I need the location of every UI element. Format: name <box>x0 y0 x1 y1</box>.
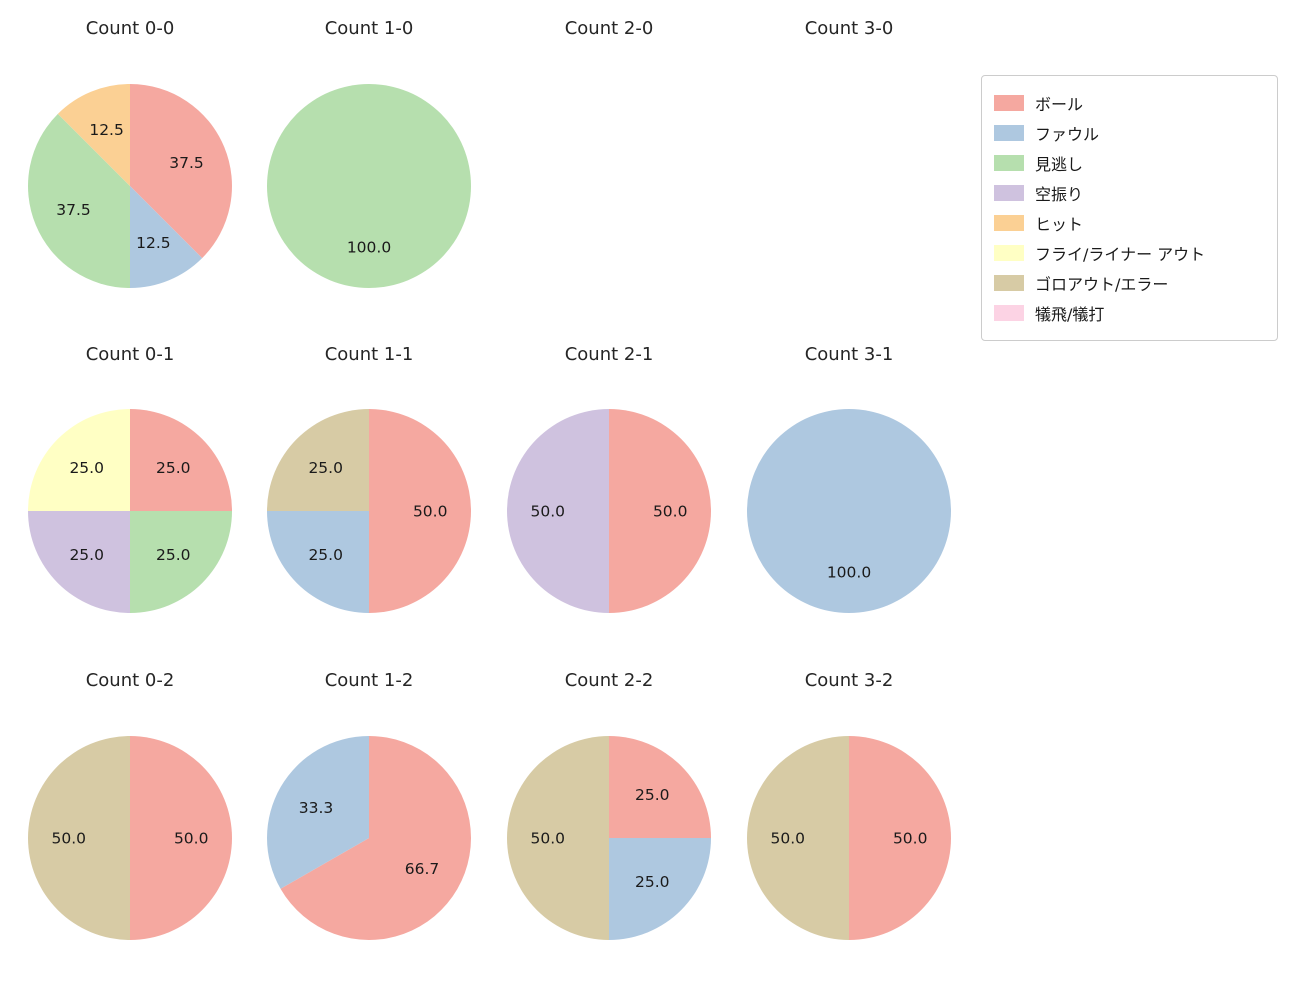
pie-slice-pct-label: 100.0 <box>827 564 871 582</box>
pie-slice-pct-label: 37.5 <box>56 201 91 219</box>
legend-label: 空振り <box>1035 185 1084 204</box>
legend-item: ゴロアウト/エラー <box>994 268 1262 298</box>
pie-slice-pct-label: 50.0 <box>771 830 806 848</box>
pie-slice <box>609 736 711 838</box>
pie-slice <box>28 511 130 613</box>
pie-count-1-2: 66.7 33.3 <box>267 736 472 940</box>
pie-count-3-1: 100.0 <box>747 409 951 613</box>
pie-slice <box>28 409 130 511</box>
pie-slice <box>130 511 232 613</box>
legend-item: 空振り <box>994 178 1262 208</box>
pie-count-3-2: 50.0 50.0 <box>747 736 951 940</box>
pie-slice <box>369 409 471 613</box>
chart-title: Count 2-2 <box>564 670 654 691</box>
legend-item: 見逃し <box>994 148 1262 178</box>
pie-slice <box>28 736 130 940</box>
pie-slice-pct-label: 25.0 <box>156 459 191 477</box>
legend-label: ファウル <box>1035 125 1100 144</box>
pie-slice-pct-label: 100.0 <box>347 239 391 257</box>
legend-swatch-icon <box>994 215 1024 231</box>
pie-slice <box>130 186 203 288</box>
chart-title: Count 1-1 <box>324 344 414 365</box>
legend-item: 犠飛/犠打 <box>994 298 1262 328</box>
chart-title: Count 3-0 <box>804 18 894 39</box>
pie-count-1-0: 100.0 <box>267 84 471 288</box>
legend: ボールファウル見逃し空振りヒットフライ/ライナー アウト ゴロアウト/エラー 犠飛/… <box>981 75 1278 341</box>
pie-slice <box>507 409 609 613</box>
pie-slice-pct-label: 25.0 <box>69 459 104 477</box>
legend-swatch-icon <box>994 185 1024 201</box>
pie-slice <box>267 84 471 288</box>
legend-label: 犠飛/犠打 <box>1035 305 1105 324</box>
pie-slice-pct-label: 33.3 <box>299 799 334 817</box>
pie-slice <box>609 409 711 613</box>
pie-slice <box>28 113 130 288</box>
pie-count-2-2: 25.0 25.0 50.0 <box>507 736 711 940</box>
pie-slice <box>130 409 232 511</box>
pie-slice <box>267 409 369 511</box>
pie-slice <box>130 84 232 259</box>
chart-title: Count 3-2 <box>804 670 894 691</box>
pie-slice <box>57 84 130 186</box>
pie-slice-pct-label: 50.0 <box>52 830 87 848</box>
chart-title: Count 0-0 <box>85 18 175 39</box>
legend-item: フライ/ライナー アウト <box>994 238 1262 268</box>
pie-slice-pct-label: 25.0 <box>635 873 670 891</box>
pie-count-1-1: 50.0 25.0 25.0 <box>267 409 471 613</box>
chart-title: Count 2-0 <box>564 18 654 39</box>
pie-slice-pct-label: 25.0 <box>308 459 343 477</box>
chart-title: Count 1-0 <box>324 18 414 39</box>
legend-item: ボール <box>994 88 1262 118</box>
pie-slice <box>747 736 849 940</box>
legend-label: 見逃し <box>1035 155 1084 174</box>
pie-slice-pct-label: 50.0 <box>893 830 928 848</box>
chart-title: Count 1-2 <box>324 670 414 691</box>
pie-slice-pct-label: 25.0 <box>635 786 670 804</box>
pie-slice <box>267 511 369 613</box>
pie-slice-pct-label: 50.0 <box>413 503 448 521</box>
pie-slice-pct-label: 50.0 <box>531 830 566 848</box>
pie-slice <box>747 409 951 613</box>
legend-swatch-icon <box>994 245 1024 261</box>
legend-swatch-icon <box>994 305 1024 321</box>
legend-label: フライ/ライナー アウト <box>1035 245 1206 264</box>
pie-slice-pct-label: 50.0 <box>174 830 209 848</box>
chart-title: Count 2-1 <box>564 344 654 365</box>
legend-label: ボール <box>1035 95 1084 114</box>
pie-slice-pct-label: 25.0 <box>69 546 104 564</box>
legend-item: ヒット <box>994 208 1262 238</box>
legend-swatch-icon <box>994 125 1024 141</box>
pie-slice <box>280 736 472 940</box>
legend-label: ヒット <box>1035 215 1084 234</box>
pie-count-2-1: 50.0 50.0 <box>507 409 711 613</box>
pie-slice <box>609 838 711 940</box>
legend-swatch-icon <box>994 95 1024 111</box>
pie-slice-pct-label: 25.0 <box>308 546 343 564</box>
chart-title: Count 0-1 <box>85 344 175 365</box>
legend-label: ゴロアウト/エラー <box>1035 275 1169 294</box>
pie-slice <box>849 736 951 940</box>
pie-count-0-1: 25.0 25.0 25.0 25.0 <box>28 409 232 613</box>
pie-count-0-2: 50.0 50.0 <box>28 736 232 940</box>
pie-slice-pct-label: 12.5 <box>136 234 171 252</box>
pie-slice <box>267 736 369 889</box>
pie-slice-pct-label: 12.5 <box>89 121 124 139</box>
pie-slice-pct-label: 37.5 <box>169 154 204 172</box>
pie-slice-pct-label: 25.0 <box>156 546 191 564</box>
legend-swatch-icon <box>994 275 1024 291</box>
chart-title: Count 0-2 <box>85 670 175 691</box>
pie-slice <box>507 736 609 940</box>
pie-count-0-0: 37.5 12.5 37.5 12.5 <box>28 84 232 288</box>
legend-swatch-icon <box>994 155 1024 171</box>
pie-slice-pct-label: 66.7 <box>405 860 440 878</box>
legend-item: ファウル <box>994 118 1262 148</box>
pie-slice-pct-label: 50.0 <box>653 503 688 521</box>
chart-title: Count 3-1 <box>804 344 894 365</box>
pie-slice-pct-label: 50.0 <box>531 503 566 521</box>
pie-slice <box>130 736 232 940</box>
